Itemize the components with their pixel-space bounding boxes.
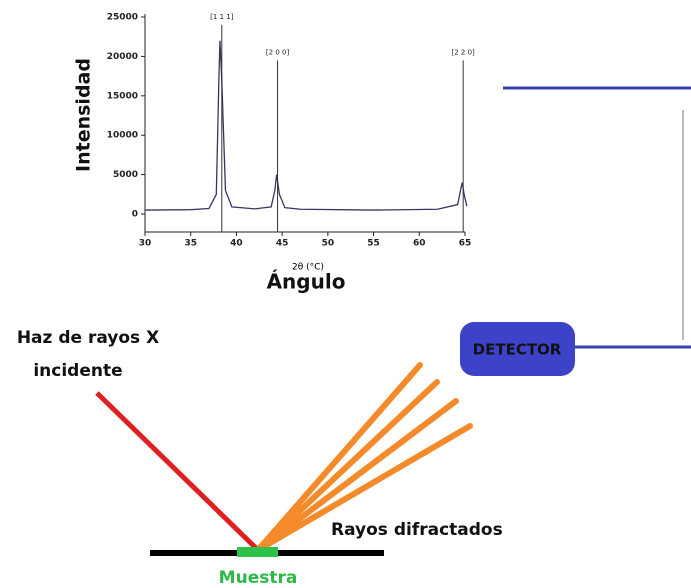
x-tick-label: 30 [139,239,152,249]
x-tick-label: 55 [367,239,380,249]
page: Intensidad 2θ (°C) Ángulo DETECTOR Haz d… [0,0,691,588]
y-tick-label: 5000 [113,170,138,180]
x-tick-label: 40 [230,239,243,249]
peak-label: [1 1 1] [210,13,234,21]
y-axis-label: Intensidad [73,58,95,172]
x-tick-label: 60 [413,239,426,249]
x-tick-label: 45 [276,239,289,249]
x-tick-label: 50 [322,239,335,249]
incident-label: Haz de rayos X [17,328,159,348]
x-tick-label: 35 [184,239,197,249]
y-tick-label: 0 [132,210,138,220]
y-tick-label: 15000 [107,91,138,101]
x-tick-label: 65 [459,239,472,249]
sample-label: Muestra [219,568,298,588]
x-axis-title: Ángulo [267,270,346,294]
diffracted-label: Rayos difractados [331,520,503,540]
incident-beam [97,393,258,550]
y-tick-label: 20000 [107,52,138,62]
peak-label: [2 0 0] [266,48,290,56]
sample [237,547,278,557]
incident-label: incidente [33,361,122,381]
y-tick-label: 10000 [107,131,138,141]
detector-label: DETECTOR [473,341,562,359]
peak-label: [2 2 0] [452,48,476,56]
figure: Intensidad 2θ (°C) Ángulo DETECTOR Haz d… [0,0,691,588]
y-tick-label: 25000 [107,13,138,23]
data-line [145,41,467,210]
